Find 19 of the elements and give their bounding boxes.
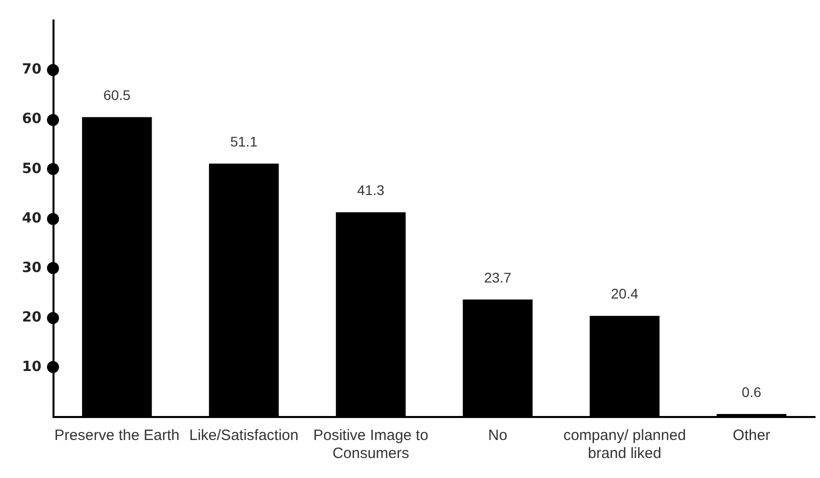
y-tick-label: 70 (22, 62, 42, 78)
data-label: 60.5 (103, 86, 131, 103)
x-tick-label: company/ planned brand liked (563, 427, 686, 462)
x-tick-label: Positive Image to Consumers (313, 427, 428, 462)
y-tick-label: 50 (22, 160, 42, 177)
x-tick-label: Like/Satisfaction (189, 427, 298, 444)
data-label: 51.1 (230, 134, 258, 150)
y-tick-label: 10 (22, 359, 42, 376)
x-tick-label: No (488, 427, 508, 444)
data-label: 41.3 (357, 182, 385, 198)
data-label: 23.7 (484, 269, 512, 286)
x-tick-label: Preserve the Earth (54, 427, 180, 444)
y-tick-label: 60 (22, 111, 42, 128)
data-label: 20.4 (610, 286, 638, 302)
x-tick-label: Other (732, 427, 770, 444)
y-tick-label: 30 (22, 260, 42, 276)
data-label: 0.6 (742, 384, 762, 400)
y-tick-label: 20 (22, 309, 42, 326)
y-tick-label: 40 (22, 210, 42, 226)
